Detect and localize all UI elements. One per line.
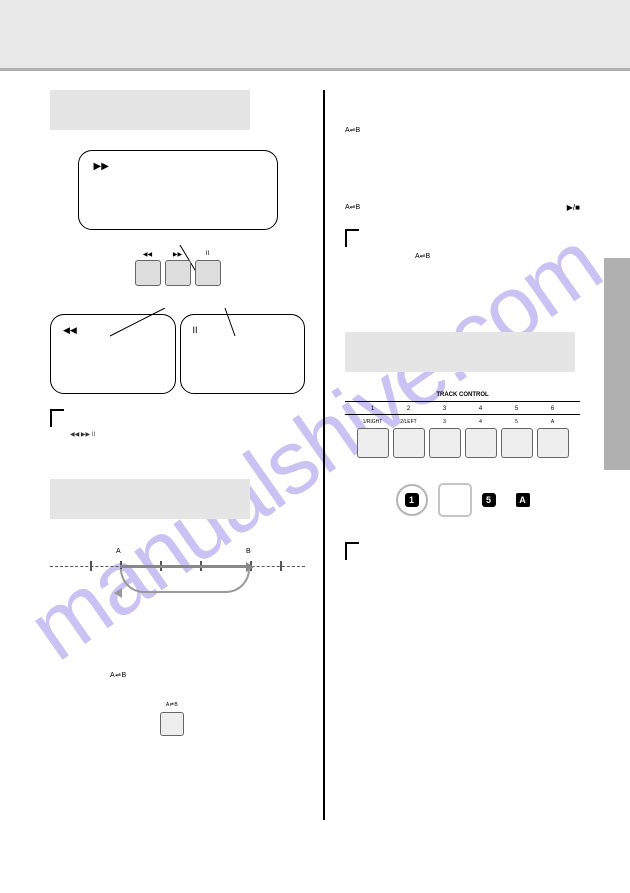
ab-repeat-diagram: A B xyxy=(50,544,305,604)
pause-button[interactable]: II xyxy=(195,260,221,286)
track-lbl-4: 4 xyxy=(465,419,497,425)
indicator-row: 1 5 A xyxy=(345,483,580,517)
text-block-1: A⇌B xyxy=(345,125,580,137)
callout-pause: II xyxy=(180,314,306,394)
note-marker-2 xyxy=(345,229,580,247)
track-numbers: 1 2 3 4 5 6 xyxy=(345,406,580,412)
rewind-icon: ◀◀ xyxy=(63,325,77,336)
track-lbl-2: 2/LEFT xyxy=(393,419,425,425)
indicator-1-ring: 1 xyxy=(396,484,428,516)
track-button-5[interactable] xyxy=(501,428,533,458)
header-band xyxy=(0,0,630,68)
section-heading-2 xyxy=(50,479,250,519)
track-lbl-5: 5 xyxy=(501,419,533,425)
side-tab xyxy=(604,258,630,470)
ff-label: ▶▶ xyxy=(166,251,190,258)
ab-text-1: A⇌B xyxy=(345,127,360,134)
play-stop-icon: ▶/■ xyxy=(567,202,580,215)
ab-repeat-button[interactable] xyxy=(160,712,184,736)
callout-rewind: ◀◀ xyxy=(50,314,176,394)
pause-label: II xyxy=(196,251,220,257)
section-heading-1 xyxy=(50,90,250,130)
track-control-title: TRACK CONTROL xyxy=(345,392,580,398)
track-num-3: 3 xyxy=(429,406,461,412)
ab-key-label: A⇌B xyxy=(160,702,184,708)
marker-a: A xyxy=(116,548,121,555)
left-column: ▶▶ ◀◀ ▶▶ II ◀◀ xyxy=(50,90,305,736)
track-num-4: 4 xyxy=(465,406,497,412)
rewind-label: ◀◀ xyxy=(136,251,160,258)
ab-text-3: A⇌B xyxy=(415,253,430,260)
fast-forward-icon: ▶▶ xyxy=(94,161,109,172)
transport-keys: ◀◀ ▶▶ II xyxy=(50,260,305,286)
indicator-main-button[interactable] xyxy=(438,483,472,517)
pause-icon: II xyxy=(193,325,198,335)
track-lbl-1: 1/RIGHT xyxy=(357,419,389,425)
track-num-1: 1 xyxy=(357,406,389,412)
note-marker-3 xyxy=(345,542,580,560)
track-button-2[interactable] xyxy=(393,428,425,458)
track-button-3[interactable] xyxy=(429,428,461,458)
note-marker-1 xyxy=(50,409,305,427)
header-divider xyxy=(0,68,630,71)
track-lbl-6: A xyxy=(537,419,569,425)
rewind-button[interactable]: ◀◀ xyxy=(135,260,161,286)
marker-b: B xyxy=(246,548,251,555)
callout-fast-forward: ▶▶ xyxy=(78,150,278,230)
track-lbl-3: 3 xyxy=(429,419,461,425)
indicator-5-badge: 5 xyxy=(482,493,496,507)
track-labels: 1/RIGHT 2/LEFT 3 4 5 A xyxy=(345,419,580,425)
indicator-1-badge: 1 xyxy=(405,493,419,507)
ab-button-block: A⇌B A⇌B xyxy=(110,664,305,736)
fast-forward-button[interactable]: ▶▶ xyxy=(165,260,191,286)
track-button-4[interactable] xyxy=(465,428,497,458)
column-divider xyxy=(323,90,325,820)
ab-text-2: A⇌B xyxy=(345,202,360,215)
transport-icons-text: ◀◀ ▶▶ II xyxy=(70,431,305,439)
track-num-5: 5 xyxy=(501,406,533,412)
track-button-1[interactable] xyxy=(357,428,389,458)
section-heading-3 xyxy=(345,332,575,372)
page-content: ▶▶ ◀◀ ▶▶ II ◀◀ xyxy=(50,90,580,870)
track-button-6[interactable] xyxy=(537,428,569,458)
ab-label: A⇌B xyxy=(110,672,127,679)
track-buttons xyxy=(345,428,580,458)
text-block-2: A⇌B ▶/■ xyxy=(345,202,580,215)
track-num-2: 2 xyxy=(393,406,425,412)
right-column: A⇌B A⇌B ▶/■ A⇌B TRACK CONTROL 1 2 3 4 5 xyxy=(345,90,580,560)
track-control-panel: TRACK CONTROL 1 2 3 4 5 6 1/RIGHT 2/LEFT… xyxy=(345,392,580,458)
indicator-a-badge: A xyxy=(516,493,530,507)
text-block-3: A⇌B xyxy=(415,251,580,263)
track-num-6: 6 xyxy=(537,406,569,412)
